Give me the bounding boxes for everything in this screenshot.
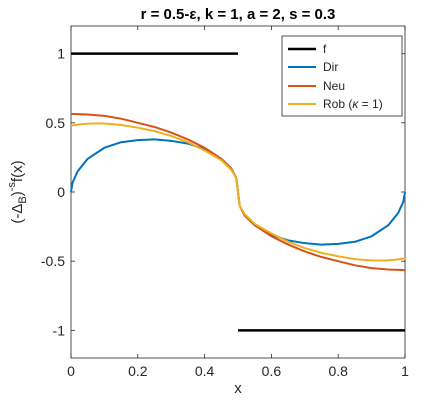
- y-label-sup: -s: [6, 182, 18, 192]
- x-axis-label: x: [234, 380, 242, 397]
- x-tick-label: 0.8: [328, 363, 348, 379]
- legend-label-rob: Rob (κ = 1): [323, 97, 383, 111]
- svg-text:(-ΔB)-sf(x): (-ΔB)-sf(x): [6, 160, 29, 223]
- y-tick-label: -1: [53, 322, 66, 338]
- x-tick-label: 1: [401, 363, 409, 379]
- y-label-base: (-Δ: [9, 204, 26, 224]
- y-axis-label: (-ΔB)-sf(x): [6, 160, 29, 223]
- legend-label-f: f: [323, 42, 327, 56]
- x-tick-label: 0.6: [262, 363, 282, 379]
- plot-area: 0 0.2 0.4 0.6 0.8 1 -1 -0.5 0 0.5 1: [41, 25, 409, 379]
- y-tick-label: 1: [57, 46, 65, 62]
- legend-label-dir: Dir: [323, 60, 338, 74]
- series-line-rob-1: [70, 122, 406, 262]
- y-label-sub: B: [17, 196, 29, 203]
- legend-label-neu: Neu: [323, 79, 345, 93]
- legend: f Dir Neu Rob (κ = 1): [281, 35, 403, 117]
- chart-title: r = 0.5-ε, k = 1, a = 2, s = 0.3: [141, 6, 336, 23]
- y-tick-label: 0: [57, 184, 65, 200]
- x-tick-label: 0: [67, 363, 75, 379]
- y-tick-label: -0.5: [41, 253, 65, 269]
- x-tick-label: 0.2: [128, 363, 148, 379]
- y-label-close: ): [9, 191, 26, 196]
- legend-rob-prefix: Rob (: [323, 97, 352, 111]
- legend-rob-suffix: = 1): [358, 97, 382, 111]
- y-tick-label: 0.5: [46, 115, 66, 131]
- x-tick-label: 0.4: [195, 363, 215, 379]
- legend-rob-kappa: κ: [352, 97, 359, 111]
- y-label-tail: f(x): [9, 160, 26, 182]
